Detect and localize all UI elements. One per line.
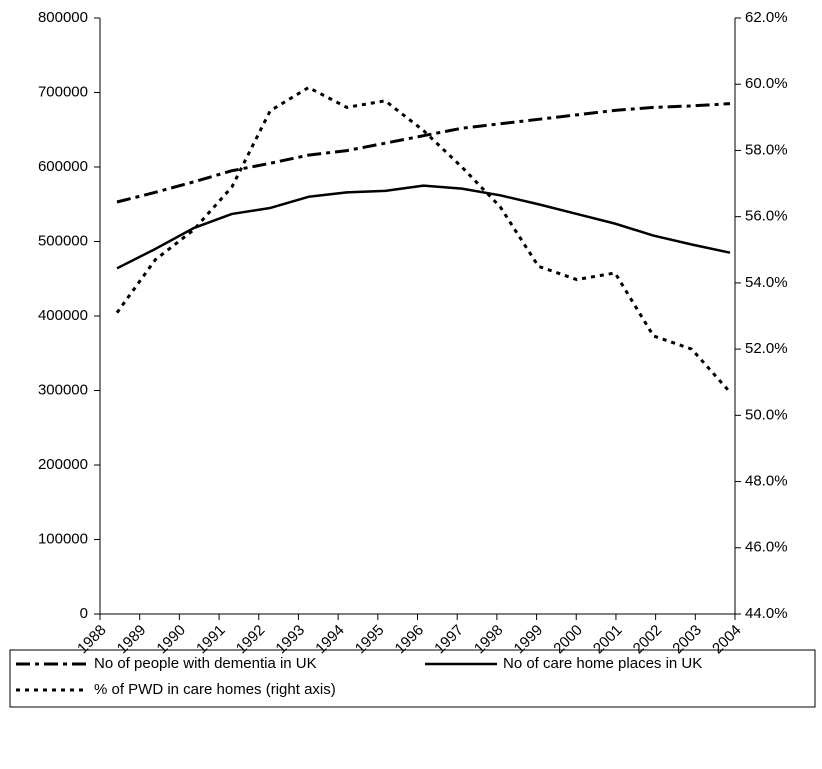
y-tick-label: 0 <box>80 605 88 622</box>
y-tick-label: 200000 <box>38 456 88 473</box>
x-tick-label: 1994 <box>312 622 348 658</box>
series-line <box>116 184 731 270</box>
y2-tick-label: 62.0% <box>745 9 788 26</box>
x-tick-label: 1995 <box>352 622 388 658</box>
legend-box <box>9 649 816 708</box>
y-tick-label: 400000 <box>38 307 88 324</box>
y2-tick-label: 56.0% <box>745 208 788 225</box>
y-tick-label: 600000 <box>38 158 88 175</box>
x-tick-label: 2001 <box>590 622 626 658</box>
y-tick-label: 500000 <box>38 232 88 249</box>
series-line <box>115 86 732 394</box>
y2-tick-label: 48.0% <box>745 473 788 490</box>
x-tick-label: 1998 <box>471 622 507 658</box>
y-tick-label: 100000 <box>38 530 88 547</box>
x-tick-label: 1999 <box>511 622 547 658</box>
legend-label: No of people with dementia in UK <box>94 655 317 672</box>
y2-tick-label: 44.0% <box>745 605 788 622</box>
x-tick-label: 1989 <box>114 622 150 658</box>
y-tick-label: 800000 <box>38 9 88 26</box>
x-tick-label: 1990 <box>153 622 189 658</box>
y2-tick-label: 46.0% <box>745 539 788 556</box>
x-tick-label: 1993 <box>272 622 308 658</box>
y2-tick-label: 54.0% <box>745 274 788 291</box>
series-line <box>116 102 731 204</box>
x-tick-label: 1991 <box>193 622 229 658</box>
x-tick-label: 2004 <box>709 622 745 658</box>
legend-label: % of PWD in care homes (right axis) <box>94 681 336 698</box>
y-tick-label: 700000 <box>38 83 88 100</box>
x-tick-label: 2000 <box>550 622 586 658</box>
x-tick-label: 1992 <box>233 622 269 658</box>
x-tick-label: 2002 <box>630 622 666 658</box>
y2-tick-label: 52.0% <box>745 340 788 357</box>
y2-tick-label: 60.0% <box>745 75 788 92</box>
y2-tick-label: 50.0% <box>745 406 788 423</box>
y2-tick-label: 58.0% <box>745 141 788 158</box>
x-tick-label: 1997 <box>431 622 467 658</box>
x-tick-label: 2003 <box>669 622 705 658</box>
x-tick-label: 1988 <box>74 622 110 658</box>
y-tick-label: 300000 <box>38 381 88 398</box>
x-tick-label: 1996 <box>392 622 428 658</box>
legend-label: No of care home places in UK <box>503 655 702 672</box>
